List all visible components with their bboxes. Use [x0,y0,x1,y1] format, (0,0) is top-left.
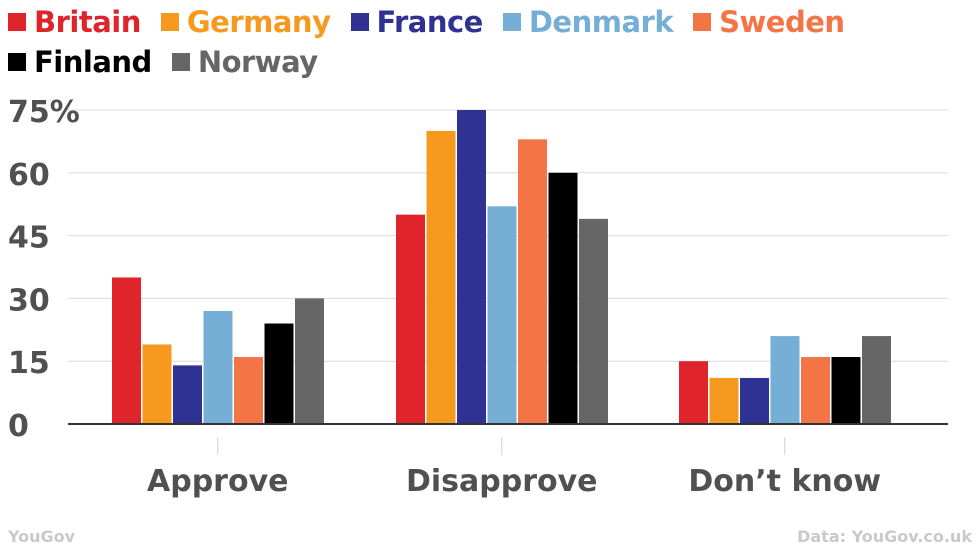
legend-swatch-denmark [502,13,521,31]
bar-norway-disapprove [579,218,608,424]
bar-sweden-don-t-know [801,357,830,424]
bar-denmark-don-t-know [770,336,800,424]
y-tick-label: 75% [8,95,80,130]
legend-item-norway: Norway [171,45,318,79]
bar-britain-disapprove [396,214,425,424]
legend-item-france: France [350,5,484,39]
bars [112,110,891,424]
legend-item-britain: Britain [8,5,141,39]
bar-denmark-approve [203,310,233,424]
y-tick-label: 0 [8,409,29,444]
legend-item-sweden: Sweden [693,5,845,39]
legend-item-finland: Finland [8,45,152,79]
y-tick-label: 60 [8,158,50,193]
x-category-label-disapprove: Disapprove [406,464,598,499]
bar-france-don-t-know [740,377,769,424]
bar-france-approve [173,365,202,424]
y-tick-label: 30 [8,283,50,318]
legend-label-germany: Germany [186,5,331,39]
bar-germany-disapprove [426,130,456,424]
legend-item-denmark: Denmark [502,5,674,39]
legend-label-france: France [376,5,484,39]
bar-norway-don-t-know [862,336,891,424]
legend-label-sweden: Sweden [719,5,845,39]
legend-label-denmark: Denmark [528,5,674,39]
source-brand: YouGov [8,527,76,546]
legend-swatch-britain [8,13,26,31]
data-credit: Data: YouGov.co.uk [797,527,972,546]
bar-finland-don-t-know [831,357,861,424]
bar-britain-approve [112,277,141,424]
legend-row-2: Finland Norway [8,42,968,82]
legend-label-norway: Norway [197,45,318,79]
legend-swatch-finland [8,53,26,71]
legend-label-finland: Finland [34,45,152,79]
legend-swatch-sweden [693,13,712,31]
x-axis: Approve Disapprove Don’t know [68,423,948,499]
y-tick-label: 15 [8,346,50,381]
bar-britain-don-t-know [679,361,708,424]
chart-legend: Britain Germany France Denmark Sweden Finlan… [8,2,968,82]
legend-label-britain: Britain [34,5,141,39]
y-axis-ticks: 0 15 30 45 60 75% [8,95,80,444]
legend-swatch-germany [160,13,179,31]
bar-norway-approve [295,298,324,424]
x-category-label-don-t-know: Don’t know [688,464,881,499]
legend-swatch-norway [171,53,190,71]
bar-denmark-disapprove [487,206,517,424]
bar-germany-approve [142,344,172,424]
bar-sweden-approve [234,357,263,424]
bar-france-disapprove [457,110,486,424]
legend-swatch-france [350,13,369,31]
bar-finland-disapprove [548,172,578,424]
bar-finland-approve [264,323,294,424]
y-tick-label: 45 [8,221,50,256]
bar-germany-don-t-know [709,377,739,424]
legend-item-germany: Germany [160,5,331,39]
bar-sweden-disapprove [518,139,547,424]
x-category-label-approve: Approve [147,464,288,499]
legend-row-1: Britain Germany France Denmark Sweden [8,2,968,42]
